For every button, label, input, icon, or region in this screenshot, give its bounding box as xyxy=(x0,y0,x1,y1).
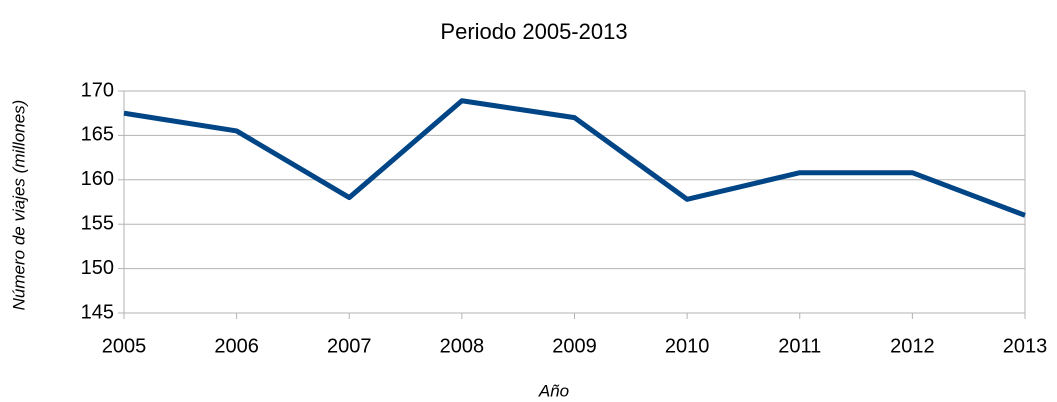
y-axis-title: Número de viajes (millones) xyxy=(9,100,28,311)
x-tick-label: 2011 xyxy=(778,335,821,357)
y-tick-label: 160 xyxy=(81,168,114,190)
y-tick-label: 165 xyxy=(81,124,114,146)
x-tick-label: 2012 xyxy=(890,335,935,357)
x-tick-label: 2006 xyxy=(214,335,259,357)
x-tick-label: 2008 xyxy=(440,335,485,357)
x-axis-title: Año xyxy=(538,381,569,400)
data-line xyxy=(123,98,1026,218)
x-tick-label: 2010 xyxy=(665,335,710,357)
y-tick-label: 155 xyxy=(81,212,114,234)
y-tick-label: 150 xyxy=(81,257,114,279)
y-tick-label: 145 xyxy=(81,301,114,323)
y-tick-label: 170 xyxy=(81,79,114,101)
chart-title: Periodo 2005-2013 xyxy=(440,19,627,44)
x-tick-label: 2005 xyxy=(102,335,147,357)
x-tick-label: 2013 xyxy=(1003,335,1048,357)
x-tick-label: 2007 xyxy=(327,335,372,357)
x-tick-label: 2009 xyxy=(552,335,597,357)
